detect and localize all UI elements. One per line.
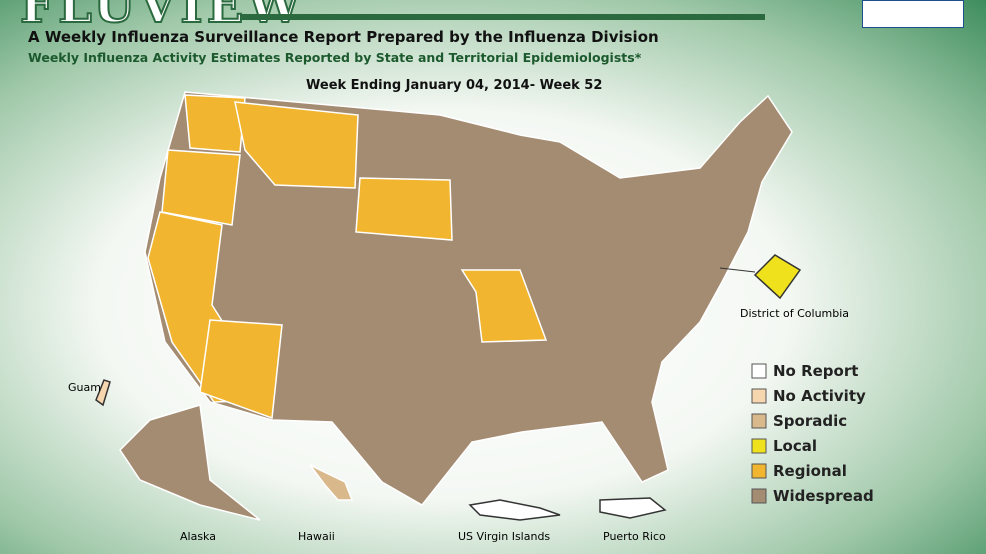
region-mo [460, 269, 548, 343]
virgin-islands [468, 499, 561, 521]
cdc-logo [862, 0, 964, 28]
legend-swatch [751, 388, 767, 404]
label-guam: Guam [68, 381, 101, 394]
subtitle: Weekly Influenza Activity Estimates Repo… [28, 50, 642, 65]
region-mt [234, 101, 359, 189]
label-hawaii: Hawaii [298, 530, 335, 543]
region-wa [184, 94, 246, 153]
guam [95, 379, 111, 407]
label-pr: Puerto Rico [603, 530, 666, 543]
legend-label: Regional [773, 462, 847, 480]
legend-swatch [751, 463, 767, 479]
header-rule [240, 14, 765, 20]
legend-swatch [751, 413, 767, 429]
legend-label: No Activity [773, 387, 866, 405]
label-vi: US Virgin Islands [458, 530, 550, 543]
title: A Weekly Influenza Surveillance Report P… [28, 28, 659, 46]
legend-swatch [751, 363, 767, 379]
region-az [199, 319, 283, 420]
region-sd [355, 177, 453, 241]
dc [753, 254, 802, 300]
legend-swatch [751, 488, 767, 504]
legend-label: Sporadic [773, 412, 847, 430]
week: Week Ending January 04, 2014- Week 52 [306, 78, 603, 93]
puerto-rico [599, 497, 667, 519]
mainland [144, 91, 793, 506]
legend-swatch [751, 438, 767, 454]
alaska [119, 404, 261, 521]
legend-label: Widespread [773, 487, 874, 505]
hawaii [309, 464, 354, 501]
legend-label: No Report [773, 362, 858, 380]
region-or [161, 149, 241, 226]
legend: No Report No Activity Sporadic Local Regiona… [751, 362, 874, 505]
legend-label: Local [773, 437, 817, 455]
label-alaska: Alaska [180, 530, 216, 543]
dc-pointer [719, 267, 756, 273]
label-dc: District of Columbia [740, 307, 849, 320]
